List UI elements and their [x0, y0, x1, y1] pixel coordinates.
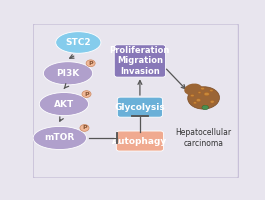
Ellipse shape: [198, 92, 201, 93]
Text: P: P: [84, 92, 89, 97]
Ellipse shape: [201, 87, 204, 90]
FancyBboxPatch shape: [33, 24, 238, 178]
Ellipse shape: [33, 126, 87, 150]
Circle shape: [80, 125, 89, 131]
Ellipse shape: [191, 94, 194, 97]
Ellipse shape: [204, 92, 209, 96]
Ellipse shape: [188, 87, 219, 109]
Text: mTOR: mTOR: [45, 133, 75, 142]
Ellipse shape: [196, 99, 201, 102]
Text: Proliferation
Migration
Invasion: Proliferation Migration Invasion: [110, 46, 170, 76]
Text: P: P: [88, 61, 93, 66]
Text: Hepatocellular
carcinoma: Hepatocellular carcinoma: [175, 128, 232, 148]
Ellipse shape: [43, 62, 93, 85]
Ellipse shape: [56, 32, 101, 53]
Ellipse shape: [202, 105, 209, 110]
FancyBboxPatch shape: [117, 97, 162, 117]
Text: P: P: [82, 125, 87, 130]
Circle shape: [82, 91, 91, 97]
Text: Autophagy: Autophagy: [112, 137, 167, 146]
Text: AKT: AKT: [54, 100, 74, 109]
Ellipse shape: [39, 93, 89, 116]
FancyBboxPatch shape: [114, 45, 166, 77]
Text: PI3K: PI3K: [56, 69, 80, 78]
Ellipse shape: [210, 89, 213, 92]
Ellipse shape: [193, 102, 197, 104]
Text: STC2: STC2: [65, 38, 91, 47]
Ellipse shape: [184, 84, 202, 95]
Ellipse shape: [210, 100, 214, 103]
Text: Glycolysis: Glycolysis: [114, 103, 165, 112]
FancyBboxPatch shape: [116, 131, 164, 151]
Circle shape: [86, 60, 95, 67]
Ellipse shape: [204, 105, 207, 107]
